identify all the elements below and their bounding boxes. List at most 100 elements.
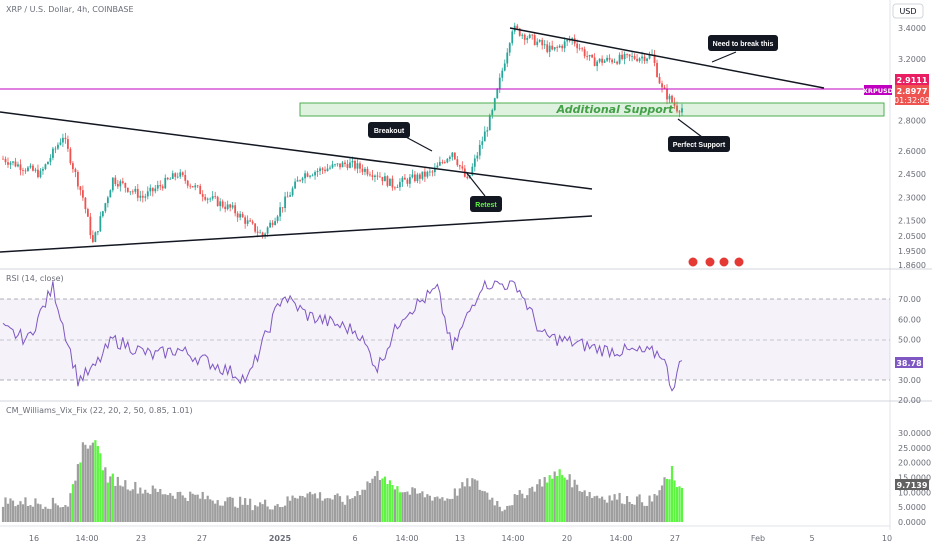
candle-body[interactable]: [583, 49, 586, 57]
candle-body[interactable]: [418, 174, 421, 179]
candle-body[interactable]: [62, 137, 64, 143]
candle-body[interactable]: [396, 187, 399, 188]
breakout-callout[interactable]: Breakout: [368, 122, 433, 152]
candle-body[interactable]: [456, 159, 459, 166]
candle-body[interactable]: [54, 148, 57, 150]
candle-body[interactable]: [104, 203, 107, 212]
candle-body[interactable]: [34, 169, 37, 171]
candle-body[interactable]: [548, 45, 551, 52]
candle-body[interactable]: [7, 162, 9, 165]
candle-body[interactable]: [236, 213, 239, 218]
candle-body[interactable]: [601, 58, 604, 63]
candle-body[interactable]: [538, 39, 541, 42]
candle-body[interactable]: [319, 168, 321, 171]
triangle-lower-line[interactable]: [0, 215, 593, 253]
candle-body[interactable]: [259, 232, 262, 234]
candle-body[interactable]: [481, 141, 484, 145]
candle-body[interactable]: [681, 108, 683, 113]
candle-body[interactable]: [84, 197, 87, 210]
candle-body[interactable]: [406, 179, 409, 184]
candle-body[interactable]: [149, 187, 152, 192]
candle-body[interactable]: [126, 187, 129, 192]
candle-body[interactable]: [264, 233, 267, 237]
candle-body[interactable]: [141, 195, 144, 198]
candle-body[interactable]: [81, 190, 84, 198]
currency-button[interactable]: USD: [899, 7, 916, 16]
candle-body[interactable]: [144, 196, 147, 198]
candle-body[interactable]: [433, 167, 436, 173]
candle-body[interactable]: [206, 198, 209, 200]
candle-body[interactable]: [656, 62, 658, 77]
candle-body[interactable]: [436, 165, 439, 168]
candle-body[interactable]: [69, 148, 72, 164]
candle-body[interactable]: [106, 197, 109, 204]
candle-body[interactable]: [369, 174, 371, 176]
candle-body[interactable]: [666, 89, 668, 100]
candle-body[interactable]: [516, 25, 519, 29]
candle-body[interactable]: [266, 227, 269, 234]
candle-body[interactable]: [438, 161, 441, 166]
economic-event-flags[interactable]: [687, 256, 745, 268]
candle-body[interactable]: [271, 222, 274, 225]
candle-body[interactable]: [274, 221, 276, 225]
candle-body[interactable]: [276, 216, 279, 222]
candle-body[interactable]: [86, 209, 89, 217]
rsi-header[interactable]: RSI (14, close): [6, 274, 64, 283]
candle-body[interactable]: [154, 188, 157, 192]
candle-body[interactable]: [131, 191, 134, 193]
candle-body[interactable]: [216, 196, 219, 207]
candle-body[interactable]: [426, 171, 429, 177]
candle-body[interactable]: [471, 166, 474, 176]
candle-body[interactable]: [344, 162, 346, 165]
candle-body[interactable]: [621, 54, 623, 60]
candle-body[interactable]: [119, 181, 122, 187]
candle-body[interactable]: [466, 176, 469, 179]
candle-body[interactable]: [616, 61, 618, 64]
candle-body[interactable]: [331, 164, 334, 168]
candle-body[interactable]: [306, 173, 309, 177]
candle-body[interactable]: [9, 162, 12, 165]
candle-body[interactable]: [523, 34, 526, 40]
candle-body[interactable]: [518, 28, 521, 36]
rsi-series-line[interactable]: [2, 279, 683, 392]
candle-body[interactable]: [384, 176, 386, 182]
candle-body[interactable]: [451, 152, 454, 157]
candle-body[interactable]: [256, 231, 259, 233]
candle-body[interactable]: [668, 95, 671, 100]
candle-body[interactable]: [231, 205, 234, 208]
candle-body[interactable]: [536, 41, 539, 45]
candle-body[interactable]: [341, 162, 344, 168]
candle-body[interactable]: [428, 171, 431, 173]
candle-body[interactable]: [568, 40, 571, 41]
candle-body[interactable]: [658, 76, 661, 84]
candle-body[interactable]: [171, 173, 174, 179]
triangle-upper-line[interactable]: [0, 111, 593, 190]
candle-body[interactable]: [496, 88, 499, 99]
candle-body[interactable]: [209, 198, 212, 200]
candle-body[interactable]: [14, 161, 17, 167]
candle-body[interactable]: [71, 163, 74, 170]
candle-body[interactable]: [631, 56, 633, 57]
candle-body[interactable]: [488, 115, 491, 131]
candle-body[interactable]: [309, 175, 311, 177]
perfect-support-callout[interactable]: Perfect Support: [668, 118, 730, 152]
candle-body[interactable]: [261, 232, 264, 237]
candle-body[interactable]: [294, 181, 296, 189]
candle-body[interactable]: [214, 196, 217, 197]
candle-body[interactable]: [134, 188, 137, 192]
candle-body[interactable]: [101, 211, 104, 217]
candle-body[interactable]: [234, 205, 237, 214]
candle-body[interactable]: [443, 162, 446, 163]
candle-body[interactable]: [411, 174, 414, 178]
candle-body[interactable]: [399, 182, 401, 188]
us-flag-icon[interactable]: [733, 256, 745, 268]
candle-body[interactable]: [618, 54, 621, 64]
candle-body[interactable]: [116, 183, 119, 187]
candle-body[interactable]: [576, 43, 579, 49]
candle-body[interactable]: [181, 172, 184, 175]
candle-body[interactable]: [678, 111, 681, 113]
candle-body[interactable]: [4, 158, 7, 163]
candle-body[interactable]: [121, 181, 124, 183]
candle-body[interactable]: [633, 56, 636, 59]
